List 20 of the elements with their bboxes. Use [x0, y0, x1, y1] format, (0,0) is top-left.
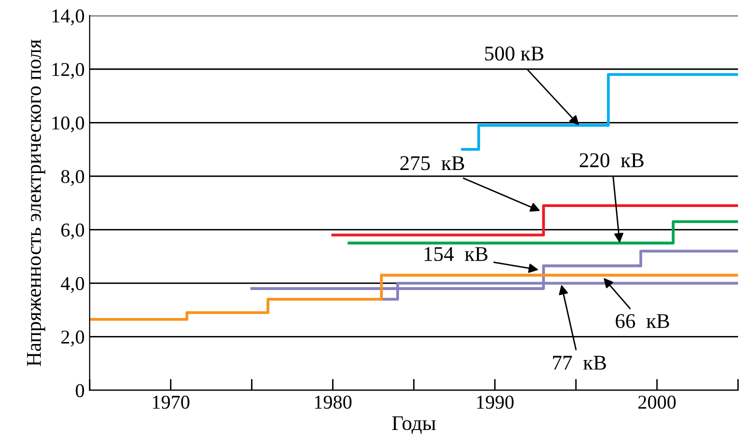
y-tick-label: 0	[76, 384, 84, 398]
x-tick-label: 1970	[152, 396, 190, 409]
annotation: 500 кВ	[485, 46, 544, 61]
y-tick-label: 14,0	[52, 9, 84, 26]
y-tick-label: 6,0	[61, 224, 84, 240]
x-axis-title: Годы	[392, 416, 436, 434]
y-tick-label: 4,0	[60, 277, 84, 293]
annotation: 66 кВ	[616, 314, 670, 328]
y-tick-label: 10,0	[52, 116, 84, 132]
x-tick-label: 2000	[638, 396, 676, 409]
y-tick-label: 8,0	[61, 170, 84, 186]
annotation: 77 кВ	[553, 356, 606, 370]
y-tick-label: 2,0	[61, 330, 84, 346]
x-tick-label: 1980	[315, 396, 352, 409]
x-tick-label: 1990	[477, 396, 514, 409]
y-axis-title: Напряженность электрического поля	[27, 39, 46, 366]
y-tick-label: 12,0	[52, 62, 84, 79]
annotation: 275 кВ	[400, 156, 464, 170]
annotation: 220 кВ	[580, 153, 644, 168]
annotation: 154 кВ	[424, 247, 488, 262]
